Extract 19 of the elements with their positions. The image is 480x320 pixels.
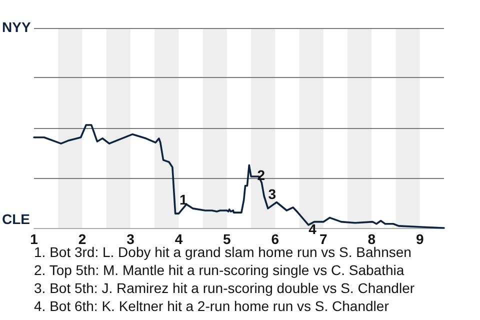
x-tick-label: 3 — [126, 231, 135, 247]
x-tick-label: 4 — [174, 231, 183, 247]
x-tick-label: 9 — [416, 231, 424, 247]
annotation: 1 — [179, 192, 188, 208]
x-tick-label: 6 — [271, 231, 280, 247]
x-tick-label: 8 — [368, 231, 376, 247]
text: NYY — [2, 19, 32, 35]
x-tick-label: 2 — [78, 231, 86, 247]
annotation: 3 — [268, 186, 276, 202]
x-tick-label: 7 — [320, 231, 328, 247]
text: 4. Bot 6th: K. Keltner hit a 2-run home run vs S. Chandler — [34, 298, 390, 314]
x-tick-label: 5 — [223, 231, 232, 247]
text: 2. Top 5th: M. Mantle hit a run-scoring single vs C. Sabathia — [34, 262, 404, 278]
text: 1. Bot 3rd: L. Doby hit a grand slam home run vs S. Bahnsen — [34, 244, 412, 260]
x-tick-label: 1 — [30, 231, 38, 247]
text: 3. Bot 5th: J. Ramirez hit a run-scoring double vs S. Chandler — [34, 280, 415, 296]
annotation: 4 — [308, 220, 317, 237]
annotation: 2 — [257, 167, 266, 184]
text: CLE — [2, 211, 30, 227]
